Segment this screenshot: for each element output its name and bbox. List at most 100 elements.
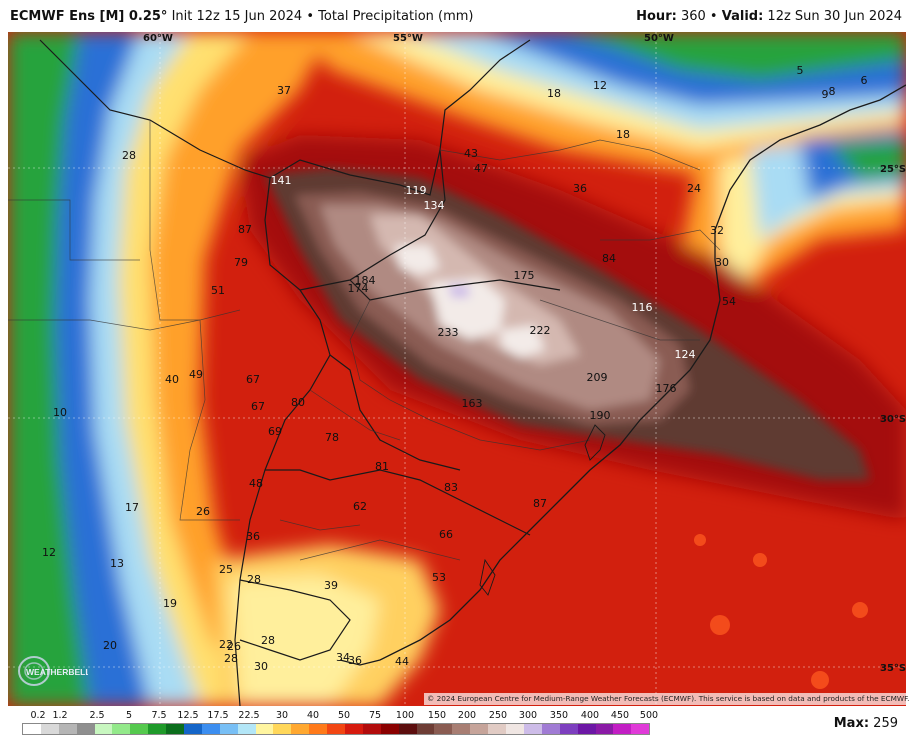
colorbar-swatch bbox=[255, 724, 274, 734]
map-title: ECMWF Ens [M] 0.25° Init 12z 15 Jun 2024… bbox=[10, 9, 474, 24]
lon-label-55w: 55°W bbox=[393, 33, 423, 44]
colorbar-label: 17.5 bbox=[207, 710, 229, 721]
colorbar-label: 2.5 bbox=[89, 710, 105, 721]
lat-label-25s: 25°S bbox=[880, 164, 906, 175]
point-value-label: 116 bbox=[632, 301, 653, 314]
point-value-label: 54 bbox=[722, 295, 736, 308]
colorbar-swatch bbox=[345, 724, 363, 734]
copyright-notice: © 2024 European Centre for Medium-Range … bbox=[424, 693, 909, 705]
point-value-label: 39 bbox=[324, 579, 338, 592]
colorbar-label: 400 bbox=[580, 710, 600, 721]
point-value-label: 28 bbox=[247, 573, 261, 586]
colorbar-swatch bbox=[434, 724, 453, 734]
point-value-label: 233 bbox=[438, 326, 459, 339]
point-value-label: 67 bbox=[251, 400, 265, 413]
point-value-label: 83 bbox=[444, 481, 458, 494]
colorbar-swatch bbox=[470, 724, 489, 734]
point-value-label: 222 bbox=[530, 324, 551, 337]
point-value-label: 22 bbox=[219, 638, 233, 651]
point-value-label: 49 bbox=[189, 368, 203, 381]
colorbar-label: 12.5 bbox=[177, 710, 199, 721]
colorbar-label: 200 bbox=[457, 710, 477, 721]
colorbar-swatch bbox=[327, 724, 346, 734]
colorbar-swatch bbox=[506, 724, 524, 734]
point-value-label: 209 bbox=[587, 371, 608, 384]
point-value-label: 51 bbox=[211, 284, 225, 297]
point-value-label: 36 bbox=[348, 654, 362, 667]
point-value-label: 30 bbox=[715, 256, 729, 269]
valid-value: 12z Sun 30 Jun 2024 bbox=[767, 9, 902, 24]
point-value-label: 87 bbox=[533, 497, 547, 510]
point-value-label: 81 bbox=[375, 460, 389, 473]
model-degree: ° bbox=[160, 9, 168, 24]
logo-text: WEATHERBELL bbox=[26, 667, 88, 677]
colorbar-label: 450 bbox=[610, 710, 630, 721]
colorbar-swatch bbox=[112, 724, 131, 734]
point-value-label: 119 bbox=[406, 184, 427, 197]
colorbar-swatch bbox=[523, 724, 542, 734]
init-time: Init 12z 15 Jun 2024 bbox=[171, 9, 303, 24]
colorbar-swatch bbox=[166, 724, 185, 734]
lat-label-35s: 35°S bbox=[880, 663, 906, 674]
colorbar-swatch bbox=[631, 724, 650, 734]
map-canvas: 60°W 55°W 50°W 25°S 30°S 35°S 37 18 12 5 6 89… bbox=[8, 32, 906, 706]
point-value-label: 44 bbox=[395, 655, 409, 668]
lon-label-50w: 50°W bbox=[644, 33, 674, 44]
point-value-label: 30 bbox=[254, 660, 268, 673]
point-value-label: 37 bbox=[277, 84, 291, 97]
max-value-text: 259 bbox=[873, 716, 898, 731]
point-value-label: 184 bbox=[355, 274, 376, 287]
colorbar-swatch bbox=[488, 724, 507, 734]
point-value-label: 32 bbox=[710, 224, 724, 237]
point-value-label: 36 bbox=[246, 530, 260, 543]
colorbar-swatch bbox=[94, 724, 113, 734]
colorbar-swatch bbox=[380, 724, 399, 734]
colorbar-swatch bbox=[219, 724, 238, 734]
max-value: Max: 259 bbox=[834, 716, 898, 731]
title-separator: • bbox=[306, 9, 314, 24]
colorbar-label: 5 bbox=[125, 710, 133, 721]
point-value-label: 124 bbox=[675, 348, 696, 361]
point-value-label: 163 bbox=[462, 397, 483, 410]
colorbar-label: 300 bbox=[518, 710, 538, 721]
weatherbell-logo: WEATHERBELL bbox=[14, 654, 91, 688]
point-value-label: 62 bbox=[353, 500, 367, 513]
point-value-label: 134 bbox=[424, 199, 445, 212]
colorbar-swatch bbox=[559, 724, 578, 734]
point-value-label: 69 bbox=[268, 425, 282, 438]
product-name: Total Precipitation (mm) bbox=[318, 9, 474, 24]
colorbar-label: 30 bbox=[275, 710, 289, 721]
point-value-label: 17 bbox=[125, 501, 139, 514]
point-value-label: 28 bbox=[261, 634, 275, 647]
point-value-label: 12 bbox=[593, 79, 607, 92]
colorbar-swatch bbox=[291, 724, 310, 734]
lat-label-30s: 30°S bbox=[880, 414, 906, 425]
point-value-label: 78 bbox=[325, 431, 339, 444]
colorbar-swatch bbox=[309, 724, 328, 734]
colorbar-label: 250 bbox=[488, 710, 508, 721]
colorbar-label: 40 bbox=[306, 710, 320, 721]
hour-label: Hour: bbox=[636, 9, 677, 24]
red-speckles bbox=[694, 534, 868, 689]
point-value-label: 28 bbox=[224, 652, 238, 665]
colorbar-swatch bbox=[201, 724, 220, 734]
point-value-label: 18 bbox=[547, 87, 561, 100]
point-value-label: 141 bbox=[271, 174, 292, 187]
colorbar-swatch bbox=[613, 724, 632, 734]
point-value-label: 5 bbox=[797, 64, 804, 77]
valid-time-info: Hour: 360 • Valid: 12z Sun 30 Jun 2024 bbox=[636, 9, 902, 24]
state-borders bbox=[8, 120, 721, 561]
colorbar-swatch bbox=[362, 724, 381, 734]
colorbar-label: 75 bbox=[368, 710, 382, 721]
colorbar bbox=[22, 723, 650, 735]
colorbar-swatch bbox=[577, 724, 596, 734]
valid-label: Valid: bbox=[721, 9, 764, 24]
point-value-label: 20 bbox=[103, 639, 117, 652]
point-value-label: 40 bbox=[165, 373, 179, 386]
point-value-label: 48 bbox=[249, 477, 263, 490]
colorbar-swatch bbox=[58, 724, 77, 734]
colorbar-label: 7.5 bbox=[151, 710, 167, 721]
point-value-label: 6 bbox=[861, 74, 868, 87]
point-value-label: 10 bbox=[53, 406, 67, 419]
precipitation-map[interactable]: 60°W 55°W 50°W 25°S 30°S 35°S 37 18 12 5 6 8 9… bbox=[8, 32, 906, 706]
